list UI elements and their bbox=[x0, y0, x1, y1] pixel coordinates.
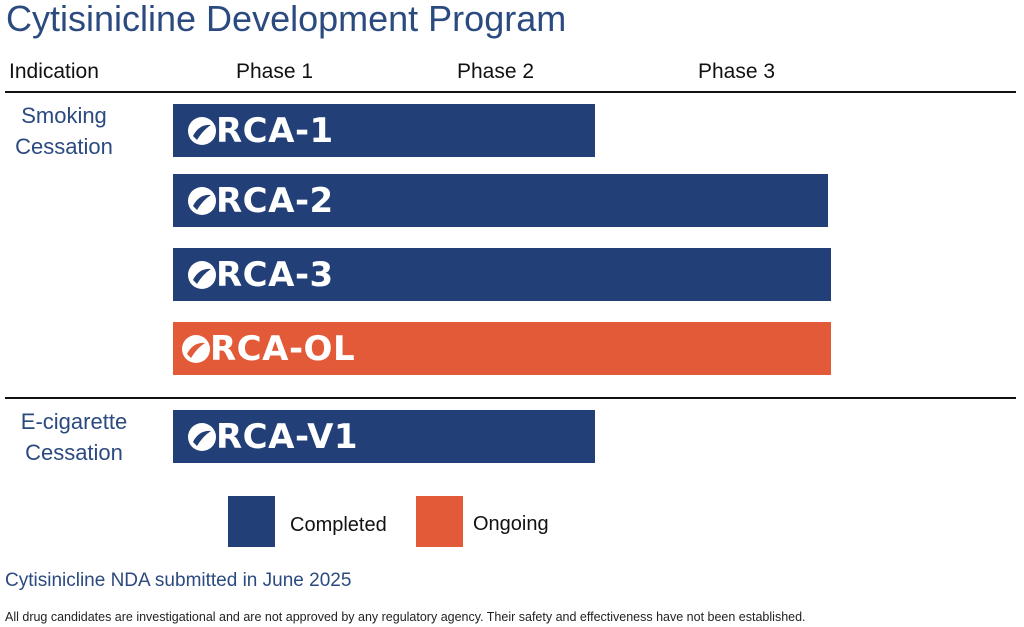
page-title: Cytisinicline Development Program bbox=[6, 0, 567, 39]
phase-2-header: Phase 2 bbox=[457, 60, 535, 83]
legend-label-completed: Completed bbox=[290, 514, 387, 536]
orca-logo-icon bbox=[187, 186, 217, 216]
indication-e-cigarette-cessation: E-cigarette Cessation bbox=[20, 409, 128, 465]
trial-label: RCA-3 bbox=[216, 254, 334, 295]
orca-logo-icon bbox=[181, 334, 211, 364]
disclaimer: All drug candidates are investigational … bbox=[5, 610, 806, 624]
trial-bar-orca-1: RCA-1 bbox=[173, 104, 595, 157]
indication-smoking-cessation: Smoking Cessation bbox=[15, 103, 113, 159]
trial-label: RCA-V1 bbox=[216, 416, 359, 457]
orca-logo-icon bbox=[187, 116, 217, 146]
trial-bar-orca-v1: RCA-V1 bbox=[173, 410, 595, 463]
section-divider bbox=[5, 397, 1016, 399]
legend-swatch-ongoing bbox=[416, 496, 463, 547]
phase-1-header: Phase 1 bbox=[236, 60, 314, 83]
phase-3-header: Phase 3 bbox=[698, 60, 776, 83]
header-divider bbox=[5, 91, 1016, 93]
trial-label: RCA-OL bbox=[210, 328, 356, 369]
legend-label-ongoing: Ongoing bbox=[473, 513, 549, 535]
nda-note: Cytisinicline NDA submitted in June 2025 bbox=[5, 570, 352, 591]
trial-label: RCA-2 bbox=[216, 180, 334, 221]
trial-bar-orca-ol: RCA-OL bbox=[173, 322, 831, 375]
trial-label: RCA-1 bbox=[216, 110, 334, 151]
trial-bar-orca-2: RCA-2 bbox=[173, 174, 828, 227]
legend-swatch-completed bbox=[228, 496, 275, 547]
trial-bar-orca-3: RCA-3 bbox=[173, 248, 831, 301]
indication-header: Indication bbox=[9, 60, 99, 83]
orca-logo-icon bbox=[187, 422, 217, 452]
orca-logo-icon bbox=[187, 260, 217, 290]
